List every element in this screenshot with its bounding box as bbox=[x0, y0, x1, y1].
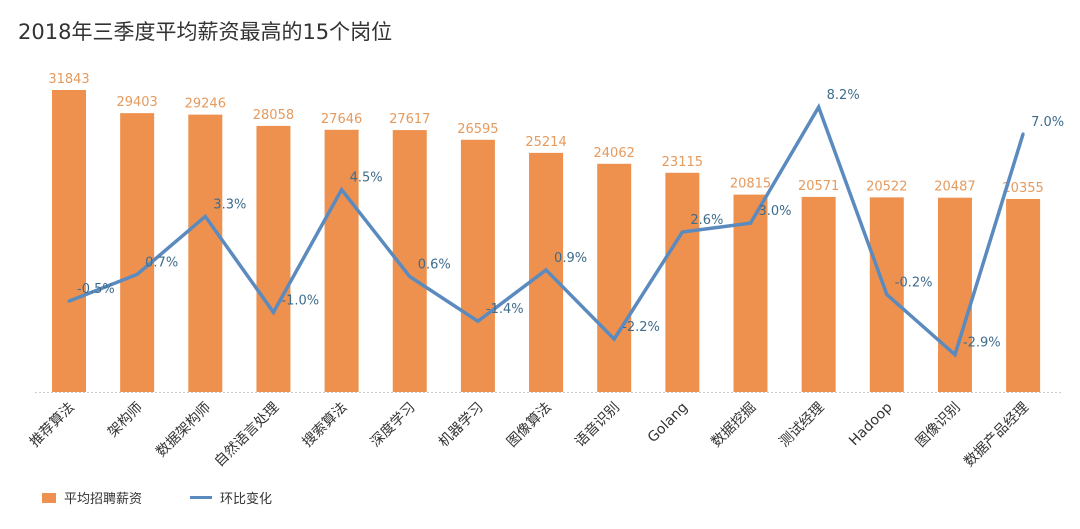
bar bbox=[1006, 198, 1041, 392]
line-point bbox=[271, 310, 275, 314]
bar-value-label: 23115 bbox=[662, 155, 703, 170]
bar bbox=[188, 114, 223, 392]
line-value-label: -1.4% bbox=[486, 302, 524, 317]
bar-value-label: 26595 bbox=[457, 122, 498, 137]
line-point bbox=[340, 188, 344, 192]
bar bbox=[597, 163, 632, 392]
legend-item-bar: 平均招聘薪资 bbox=[42, 488, 142, 507]
bar-value-label: 20355 bbox=[1002, 181, 1043, 196]
x-tick-label: 机器学习 bbox=[436, 400, 487, 451]
chart-title: 2018年三季度平均薪资最高的15个岗位 bbox=[18, 20, 393, 44]
line-point bbox=[885, 292, 889, 296]
x-tick-label: 架构师 bbox=[105, 400, 146, 441]
bar-value-label: 24062 bbox=[594, 146, 635, 161]
bar bbox=[120, 113, 155, 392]
line-value-label: -0.5% bbox=[77, 282, 115, 297]
line-value-label: 0.7% bbox=[145, 255, 178, 270]
x-tick-label: 搜索算法 bbox=[299, 399, 351, 451]
legend-item-line: 环比变化 bbox=[190, 488, 272, 507]
bar-value-label: 25214 bbox=[525, 135, 566, 150]
line-value-label: 0.9% bbox=[554, 251, 587, 266]
line-point bbox=[135, 272, 139, 276]
line-point bbox=[203, 214, 207, 218]
x-tick-label: 测试经理 bbox=[777, 400, 828, 451]
bar bbox=[460, 139, 495, 392]
x-tick-label: Hadoop bbox=[846, 399, 896, 449]
bar-value-label: 20815 bbox=[730, 177, 771, 192]
line-value-label: -1.0% bbox=[281, 293, 319, 308]
line-value-label: -0.2% bbox=[895, 275, 933, 290]
x-tick-label: 推荐算法 bbox=[27, 400, 78, 451]
legend-swatch-line bbox=[190, 496, 212, 499]
x-tick-label: 深度学习 bbox=[368, 400, 419, 451]
line-point bbox=[544, 268, 548, 272]
bar-value-label: 29403 bbox=[116, 95, 157, 110]
bar-value-label: 31843 bbox=[48, 72, 89, 87]
line-point bbox=[817, 105, 821, 109]
line-point bbox=[953, 353, 957, 357]
legend-swatch-bar bbox=[42, 492, 56, 503]
line-point bbox=[749, 221, 752, 225]
line-value-label: 3.3% bbox=[213, 197, 246, 212]
line-value-label: -2.2% bbox=[622, 320, 660, 335]
line-value-label: 7.0% bbox=[1031, 115, 1064, 130]
x-tick-label: 数据挖掘 bbox=[708, 400, 759, 451]
bar bbox=[665, 172, 700, 392]
line-value-label: -2.9% bbox=[963, 336, 1001, 351]
line-point bbox=[408, 275, 412, 279]
bar bbox=[937, 197, 972, 392]
legend-label: 平均招聘薪资 bbox=[64, 492, 143, 507]
x-tick-label: 数据产品经理 bbox=[961, 400, 1032, 471]
bar-value-label: 20571 bbox=[798, 179, 839, 194]
line-point bbox=[1021, 132, 1025, 136]
x-tick-label: Golang bbox=[645, 400, 691, 446]
line-value-label: 8.2% bbox=[827, 88, 860, 103]
bar-value-label: 20487 bbox=[934, 180, 975, 195]
x-tick-label: 图像算法 bbox=[504, 400, 555, 451]
x-tick-label: 自然语言处理 bbox=[211, 399, 282, 470]
bar-value-label: 20522 bbox=[866, 179, 907, 194]
line-value-label: 3.0% bbox=[759, 204, 792, 219]
line-value-label: 2.6% bbox=[690, 213, 723, 228]
bar bbox=[324, 129, 359, 392]
bar bbox=[529, 152, 564, 392]
legend-label: 环比变化 bbox=[220, 492, 273, 507]
bar bbox=[733, 194, 768, 392]
x-tick-label: 图像识别 bbox=[913, 400, 964, 451]
bar bbox=[52, 90, 86, 392]
bar bbox=[801, 196, 836, 392]
bar bbox=[256, 125, 291, 392]
bar-value-label: 28058 bbox=[253, 108, 294, 123]
line-value-label: 0.6% bbox=[418, 258, 451, 273]
line-point bbox=[680, 230, 684, 234]
line-point bbox=[476, 319, 480, 323]
bar-value-label: 29246 bbox=[185, 97, 226, 112]
bar-value-label: 27617 bbox=[389, 112, 430, 127]
x-tick-label: 语音识别 bbox=[571, 399, 623, 451]
line-point bbox=[67, 299, 71, 303]
x-tick-label: 数据架构师 bbox=[153, 400, 214, 461]
line-value-label: 4.5% bbox=[350, 171, 383, 186]
bar-value-label: 27646 bbox=[321, 112, 362, 127]
line-point bbox=[612, 337, 616, 341]
